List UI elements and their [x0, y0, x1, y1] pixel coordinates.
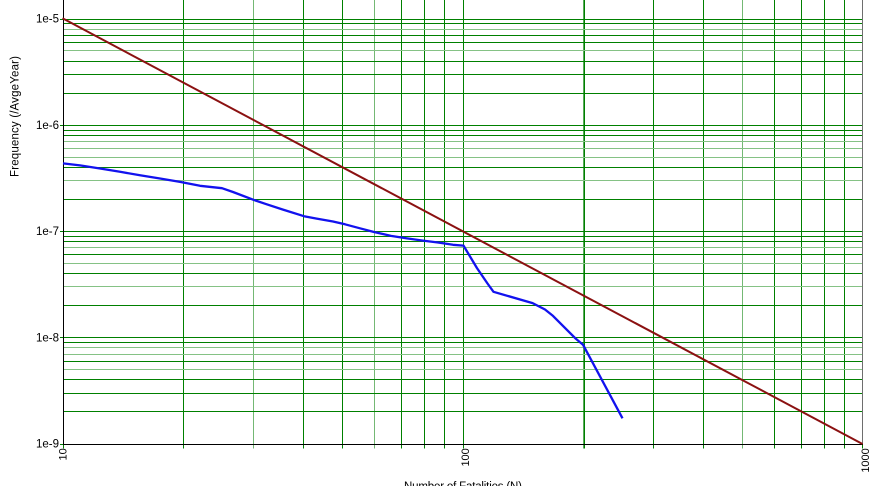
svg-text:1000: 1000 [860, 448, 872, 472]
svg-text:Number of Fatalities (N): Number of Fatalities (N) [404, 481, 522, 486]
svg-text:1e-6: 1e-6 [36, 120, 59, 132]
svg-text:10: 10 [58, 448, 70, 460]
svg-text:100: 100 [460, 448, 472, 466]
svg-text:1e-7: 1e-7 [36, 226, 59, 238]
svg-text:Frequency (/AvgeYear): Frequency (/AvgeYear) [10, 56, 22, 177]
svg-text:1e-9: 1e-9 [36, 439, 59, 451]
svg-text:1e-5: 1e-5 [36, 14, 59, 26]
svg-text:1e-8: 1e-8 [36, 332, 59, 344]
